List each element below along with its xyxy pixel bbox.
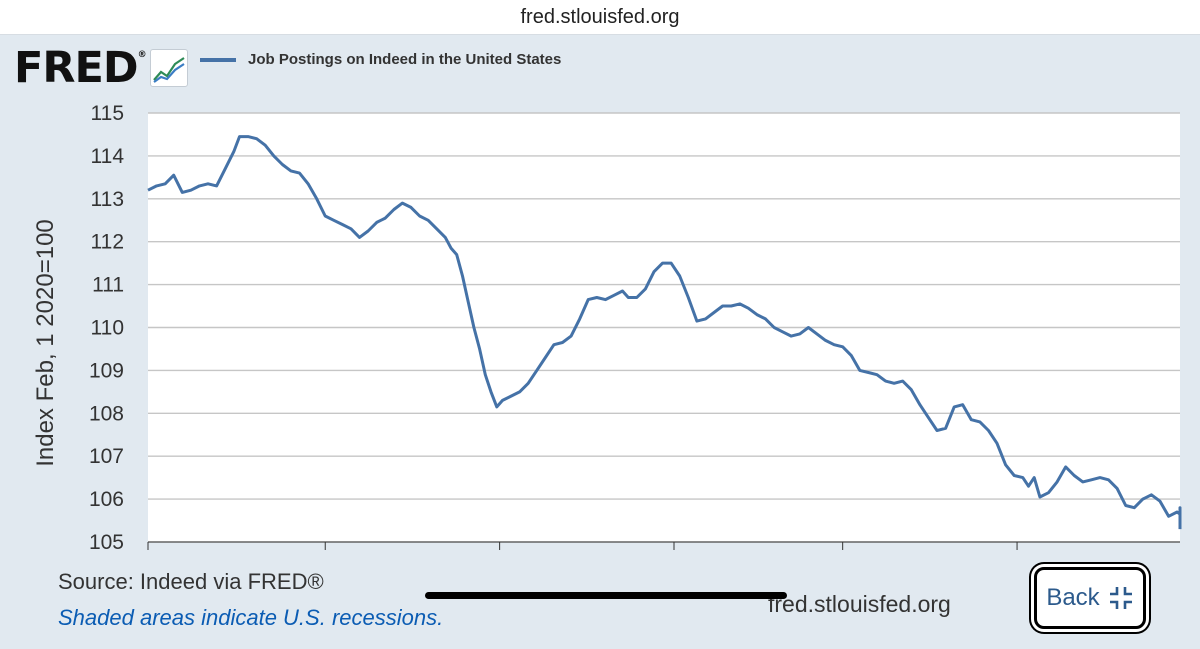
fred-logo-text: FRED bbox=[14, 43, 139, 93]
chart-legend: Job Postings on Indeed in the United Sta… bbox=[200, 51, 561, 68]
y-tick-label: 109 bbox=[89, 359, 124, 382]
y-tick-label: 111 bbox=[92, 274, 124, 297]
x-tick-label: 2024-09 bbox=[287, 552, 364, 555]
footer-url: fred.stlouisfed.org bbox=[768, 591, 951, 617]
legend-swatch bbox=[200, 57, 236, 62]
back-button-label: Back bbox=[1046, 584, 1100, 611]
legend-label: Job Postings on Indeed in the United Sta… bbox=[248, 51, 562, 68]
recession-note-link[interactable]: Shaded areas indicate U.S. recessions. bbox=[58, 605, 444, 630]
y-tick-label: 105 bbox=[89, 531, 124, 554]
line-chart-icon bbox=[150, 49, 188, 87]
y-tick-label: 115 bbox=[91, 102, 124, 125]
y-tick-label: 112 bbox=[91, 231, 124, 254]
y-tick-label: 113 bbox=[91, 188, 124, 211]
browser-url: fred.stlouisfed.org bbox=[520, 5, 680, 28]
line-chart[interactable]: 105 106 107 108 109 110 111 112 113 114 115 2024-07… bbox=[0, 35, 1200, 555]
x-tick-label: 2025-01 bbox=[635, 552, 712, 555]
x-tick-label: 2024-11 bbox=[462, 552, 538, 555]
collapse-arrows-icon bbox=[1109, 587, 1132, 609]
series-line bbox=[147, 135, 1182, 530]
browser-address-bar[interactable]: fred.stlouisfed.org bbox=[0, 0, 1200, 35]
y-tick-label: 106 bbox=[89, 488, 124, 511]
source-note: Source: Indeed via FRED® bbox=[58, 569, 324, 594]
y-tick-label: 114 bbox=[91, 145, 125, 168]
y-tick-label: 110 bbox=[91, 317, 124, 340]
x-tick-label: 2025-05 bbox=[979, 552, 1056, 555]
registered-mark: ® bbox=[137, 50, 147, 60]
home-indicator[interactable] bbox=[425, 592, 787, 599]
y-tick-label: 108 bbox=[89, 402, 124, 425]
back-button[interactable]: Back bbox=[1034, 567, 1146, 629]
fred-logo[interactable]: FRED® bbox=[14, 47, 147, 90]
x-tick-label: 2024-07 bbox=[109, 552, 186, 555]
y-tick-label: 107 bbox=[89, 445, 124, 468]
x-tick-label: 2025-03 bbox=[804, 552, 881, 555]
